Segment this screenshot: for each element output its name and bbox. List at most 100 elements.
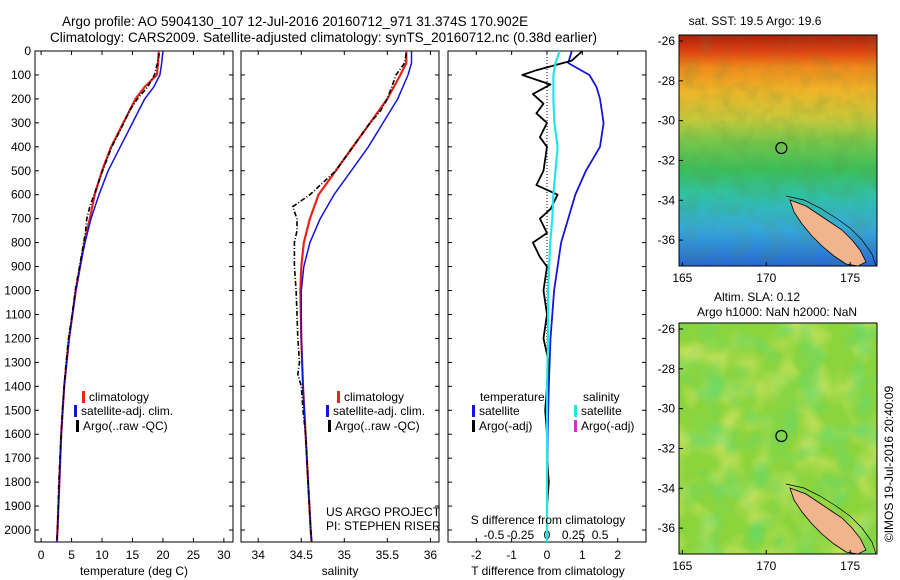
map-y-tick-label: -26 bbox=[658, 322, 676, 336]
salinity-xlabel: salinity bbox=[322, 564, 359, 578]
x-tick-label: 0 bbox=[544, 548, 551, 562]
temperature-xlabel: temperature (deg C) bbox=[80, 564, 188, 578]
map-y-tick-label: -34 bbox=[658, 481, 676, 495]
x-tick-label: 5 bbox=[68, 548, 75, 562]
difference-panel: -2 -1 0 1 2 -0.5 -0.25 0 0.25 0.5 S difference f… bbox=[447, 50, 647, 578]
sst-eez-outline bbox=[785, 195, 877, 267]
salinity-legend: climatology satellite-adj. clim. Argo(..… bbox=[326, 390, 425, 433]
sla-coastline bbox=[789, 487, 867, 555]
header-line-2: Climatology: CARS2009. Satellite-adjuste… bbox=[50, 30, 597, 45]
map-x-tick-label: 170 bbox=[756, 271, 776, 285]
x-tick-label: 20 bbox=[156, 548, 170, 562]
depth-tick-label: 1500 bbox=[4, 403, 31, 417]
depth-tick-label: 300 bbox=[11, 116, 31, 130]
depth-tick-label: 1700 bbox=[4, 451, 31, 465]
salinity-axes-box bbox=[240, 50, 440, 543]
x-tick-label: 25 bbox=[187, 548, 201, 562]
legend-label-argo: Argo(..raw -QC) bbox=[83, 419, 168, 433]
depth-tick-label: 1800 bbox=[4, 475, 31, 489]
depth-tick-label: 1300 bbox=[4, 355, 31, 369]
depth-tick-label: 1600 bbox=[4, 427, 31, 441]
legend-swatch-climatology bbox=[82, 391, 85, 403]
map-x-tick-label: 165 bbox=[672, 559, 692, 573]
depth-tick-label: 900 bbox=[11, 260, 31, 274]
series-line-argo-raw-qc- bbox=[291, 53, 408, 541]
map-x-tick-label: 170 bbox=[756, 559, 776, 573]
legend-swatch-s-argo bbox=[574, 420, 577, 432]
sla-map-ticks: 165 170 175 -26 -28 -30 -32 -34 -36 bbox=[658, 322, 861, 573]
x-tick-label: 34.5 bbox=[290, 548, 314, 562]
s-difference-label: S difference from climatology bbox=[471, 513, 626, 527]
t-difference-label: T difference from climatology bbox=[471, 564, 625, 578]
sla-map-title-2: Argo h1000: NaN h2000: NaN bbox=[697, 305, 857, 319]
legend-label-s-satellite: satellite bbox=[581, 404, 622, 418]
map-y-tick-label: -26 bbox=[658, 34, 676, 48]
project-credit-line-2: PI: STEPHEN RISER bbox=[326, 519, 441, 533]
legend-swatch-climatology bbox=[337, 391, 340, 403]
imos-credit: ©IMOS 19-Jul-2016 20:40:09 bbox=[882, 386, 896, 543]
map-y-tick-label: -36 bbox=[658, 233, 676, 247]
legend-label-satellite: satellite-adj. clim. bbox=[333, 404, 425, 418]
map-x-tick-label: 165 bbox=[672, 271, 692, 285]
map-y-tick-label: -36 bbox=[658, 521, 676, 535]
legend-swatch-t-satellite bbox=[472, 405, 475, 417]
depth-tick-label: 1000 bbox=[4, 284, 31, 298]
temperature-lines bbox=[55, 51, 164, 542]
legend-label-satellite: satellite-adj. clim. bbox=[81, 404, 173, 418]
x-tick-label: 15 bbox=[126, 548, 140, 562]
legend-header-salinity: salinity bbox=[583, 390, 620, 404]
project-credit-line-1: US ARGO PROJECT bbox=[326, 505, 441, 519]
s-diff-tick-label: 0.5 bbox=[592, 528, 609, 542]
map-y-tick-label: -28 bbox=[658, 74, 676, 88]
s-diff-tick-label: -0.5 bbox=[484, 528, 505, 542]
depth-tick-label: 500 bbox=[11, 164, 31, 178]
legend-swatch-argo bbox=[328, 420, 331, 432]
sst-map-frame bbox=[678, 34, 878, 267]
x-tick-label: 0 bbox=[38, 548, 45, 562]
legend-label-s-argo: Argo(-adj) bbox=[581, 419, 634, 433]
salinity-tick-labels: 34 34.5 35 35.5 36 bbox=[252, 51, 438, 562]
depth-tick-label: 1100 bbox=[5, 307, 31, 321]
legend-label-t-satellite: satellite bbox=[479, 404, 520, 418]
depth-tick-label: 400 bbox=[11, 140, 31, 154]
sst-coastline bbox=[789, 199, 867, 267]
x-tick-label: 35.5 bbox=[376, 548, 400, 562]
sla-map-frame bbox=[678, 322, 878, 555]
argo-location-marker bbox=[775, 141, 788, 155]
depth-tick-label: 700 bbox=[11, 212, 31, 226]
series-line-salinity-satellite bbox=[545, 51, 561, 542]
sla-blotch-green bbox=[679, 323, 877, 554]
x-tick-label: 10 bbox=[95, 548, 109, 562]
temperature-legend: climatology satellite-adj. clim. Argo(..… bbox=[74, 390, 173, 433]
sst-map-title: sat. SST: 19.5 Argo: 19.6 bbox=[689, 14, 822, 28]
map-y-tick-label: -34 bbox=[658, 193, 676, 207]
x-tick-label: -1 bbox=[506, 548, 517, 562]
salinity-panel: 34 34.5 35 35.5 36 salinity climatology sate… bbox=[240, 50, 441, 578]
depth-tick-label: 800 bbox=[11, 236, 31, 250]
sla-map-panel: Altim. SLA: 0.12 Argo h1000: NaN h2000: … bbox=[658, 290, 878, 573]
legend-swatch-t-argo bbox=[472, 420, 475, 432]
legend-swatch-satellite bbox=[74, 405, 77, 417]
depth-tick-label: 100 bbox=[11, 68, 31, 82]
legend-swatch-satellite bbox=[326, 405, 329, 417]
x-tick-label: 34 bbox=[252, 548, 266, 562]
depth-tick-label: 600 bbox=[11, 188, 31, 202]
legend-label-t-argo: Argo(-adj) bbox=[479, 419, 532, 433]
sla-map-title-1: Altim. SLA: 0.12 bbox=[714, 290, 800, 304]
x-tick-label: 2 bbox=[614, 548, 621, 562]
legend-label-climatology: climatology bbox=[89, 390, 149, 404]
map-y-tick-label: -32 bbox=[658, 153, 676, 167]
map-x-tick-label: 175 bbox=[840, 559, 860, 573]
temperature-tick-labels: 0 5 10 15 20 25 30 bbox=[38, 51, 231, 562]
depth-tick-label: 1900 bbox=[4, 499, 31, 513]
depth-tick-label: 0 bbox=[24, 44, 31, 58]
x-tick-label: 30 bbox=[217, 548, 231, 562]
legend-header-temperature: temperature bbox=[480, 390, 545, 404]
s-diff-tick-label: -0.25 bbox=[507, 528, 535, 542]
legend-label-climatology: climatology bbox=[344, 390, 404, 404]
x-tick-label: 36 bbox=[424, 548, 438, 562]
temperature-panel: 0100200300400500600700800900100011001200… bbox=[4, 44, 234, 578]
difference-lines bbox=[521, 51, 605, 542]
depth-tick-label: 1200 bbox=[4, 331, 31, 345]
